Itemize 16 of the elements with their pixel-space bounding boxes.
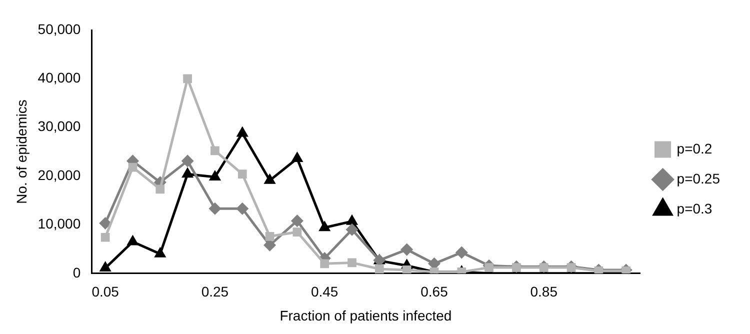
legend-label: p=0.25 bbox=[676, 170, 720, 186]
x-tick-label: 0.45 bbox=[310, 284, 338, 300]
x-tick-label: 0.05 bbox=[92, 284, 120, 300]
x-tick-label: 0.65 bbox=[420, 284, 448, 300]
y-tick-label: 50,000 bbox=[38, 20, 81, 37]
legend-label: p=0.3 bbox=[676, 200, 712, 216]
y-tick-label: 30,000 bbox=[38, 118, 81, 134]
x-axis-title: Fraction of patients infected bbox=[280, 307, 452, 324]
y-tick-label: 0 bbox=[72, 264, 81, 280]
y-tick-label: 20,000 bbox=[38, 166, 81, 183]
x-tick-label: 0.85 bbox=[530, 284, 558, 300]
y-tick-label: 40,000 bbox=[38, 70, 81, 86]
legend-label: p=0.2 bbox=[676, 140, 712, 156]
y-tick-label: 10,000 bbox=[38, 216, 81, 232]
x-tick-label: 0.25 bbox=[201, 284, 229, 300]
y-axis-title: No. of epidemics bbox=[13, 100, 30, 204]
